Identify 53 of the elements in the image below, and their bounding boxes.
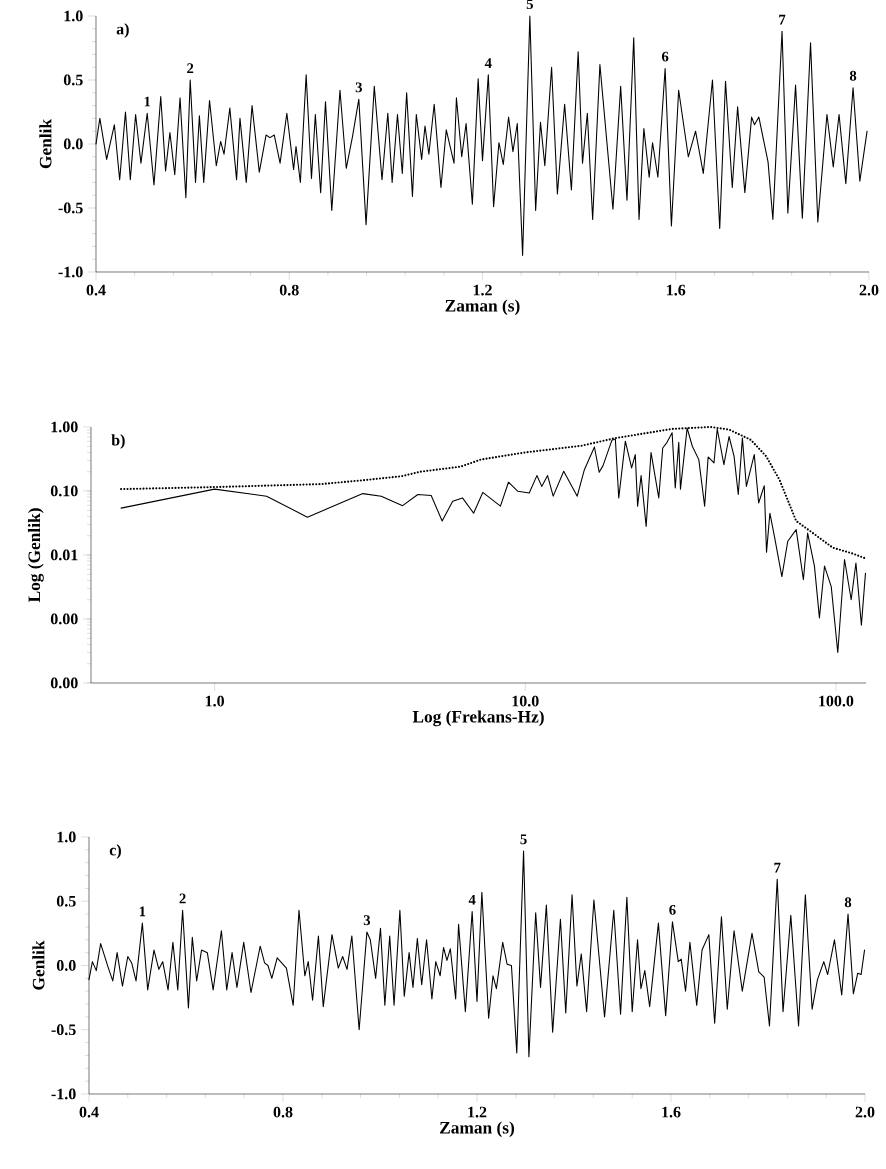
annotation: 1	[139, 906, 146, 917]
x-axis-title: Zaman (s)	[440, 1121, 515, 1138]
y-tick-label: -1.0	[51, 1088, 76, 1100]
annotation: 6	[669, 905, 676, 915]
y-tick-label: 1.0	[57, 831, 76, 843]
y-tick-label: -0.5	[58, 202, 83, 214]
annotation: c)	[109, 844, 121, 859]
x-tick-label: 10.0	[512, 695, 539, 707]
annotation: a)	[116, 23, 129, 38]
y-tick-label: 0.00	[50, 613, 78, 625]
annotation: 2	[179, 893, 186, 904]
y-tick-label: 0.5	[63, 74, 83, 86]
annotation: 4	[484, 58, 492, 68]
x-tick-label: 2.0	[855, 1106, 875, 1118]
annotation: 6	[661, 51, 669, 62]
y-tick-label: 0.0	[56, 960, 76, 971]
x-tick-label: 1.6	[662, 1106, 681, 1118]
y-tick-label: 1.00	[51, 421, 78, 433]
annotation: 1	[144, 96, 151, 107]
y-tick-label: 0.0	[63, 138, 83, 150]
annotation: 2	[187, 63, 194, 74]
annotation: 8	[849, 70, 857, 81]
x-tick-label: 100.0	[819, 695, 854, 707]
annotation: 7	[779, 14, 786, 25]
annotation: 3	[363, 915, 371, 926]
annotation: 3	[355, 82, 362, 93]
y-tick-label: 0.10	[50, 485, 78, 497]
x-tick-label: 0.8	[273, 1106, 293, 1118]
annotation: b)	[111, 434, 125, 449]
x-tick-label: 0.4	[79, 1106, 99, 1118]
y-axis-title: Genlik	[32, 940, 45, 990]
annotation: 7	[774, 862, 781, 873]
x-axis-title: Log (Frekans-Hz)	[412, 710, 544, 727]
x-tick-label: 0.8	[279, 284, 299, 296]
annotation: 5	[520, 834, 527, 845]
annotation: 8	[844, 897, 852, 908]
y-tick-label: 1.0	[64, 10, 83, 22]
y-axis-title: Log (Genlik)	[27, 508, 44, 603]
annotation: 5	[526, 0, 533, 10]
x-tick-label: 2.0	[859, 284, 879, 296]
x-axis-title: Zaman (s)	[445, 299, 520, 316]
y-tick-label: -1.0	[58, 266, 83, 278]
x-tick-label: 1.6	[667, 284, 686, 296]
y-tick-label: -0.5	[51, 1024, 76, 1036]
x-tick-label: 1.2	[473, 284, 492, 296]
x-tick-label: 1.0	[205, 695, 224, 707]
y-tick-label: 0.5	[56, 895, 76, 907]
y-axis-title: Genlik	[39, 118, 52, 169]
annotation: 4	[468, 894, 476, 905]
x-tick-label: 0.4	[86, 284, 106, 296]
x-tick-label: 1.2	[468, 1106, 487, 1118]
y-tick-label: 0.00	[50, 677, 78, 689]
y-tick-label: 0.01	[50, 549, 78, 561]
